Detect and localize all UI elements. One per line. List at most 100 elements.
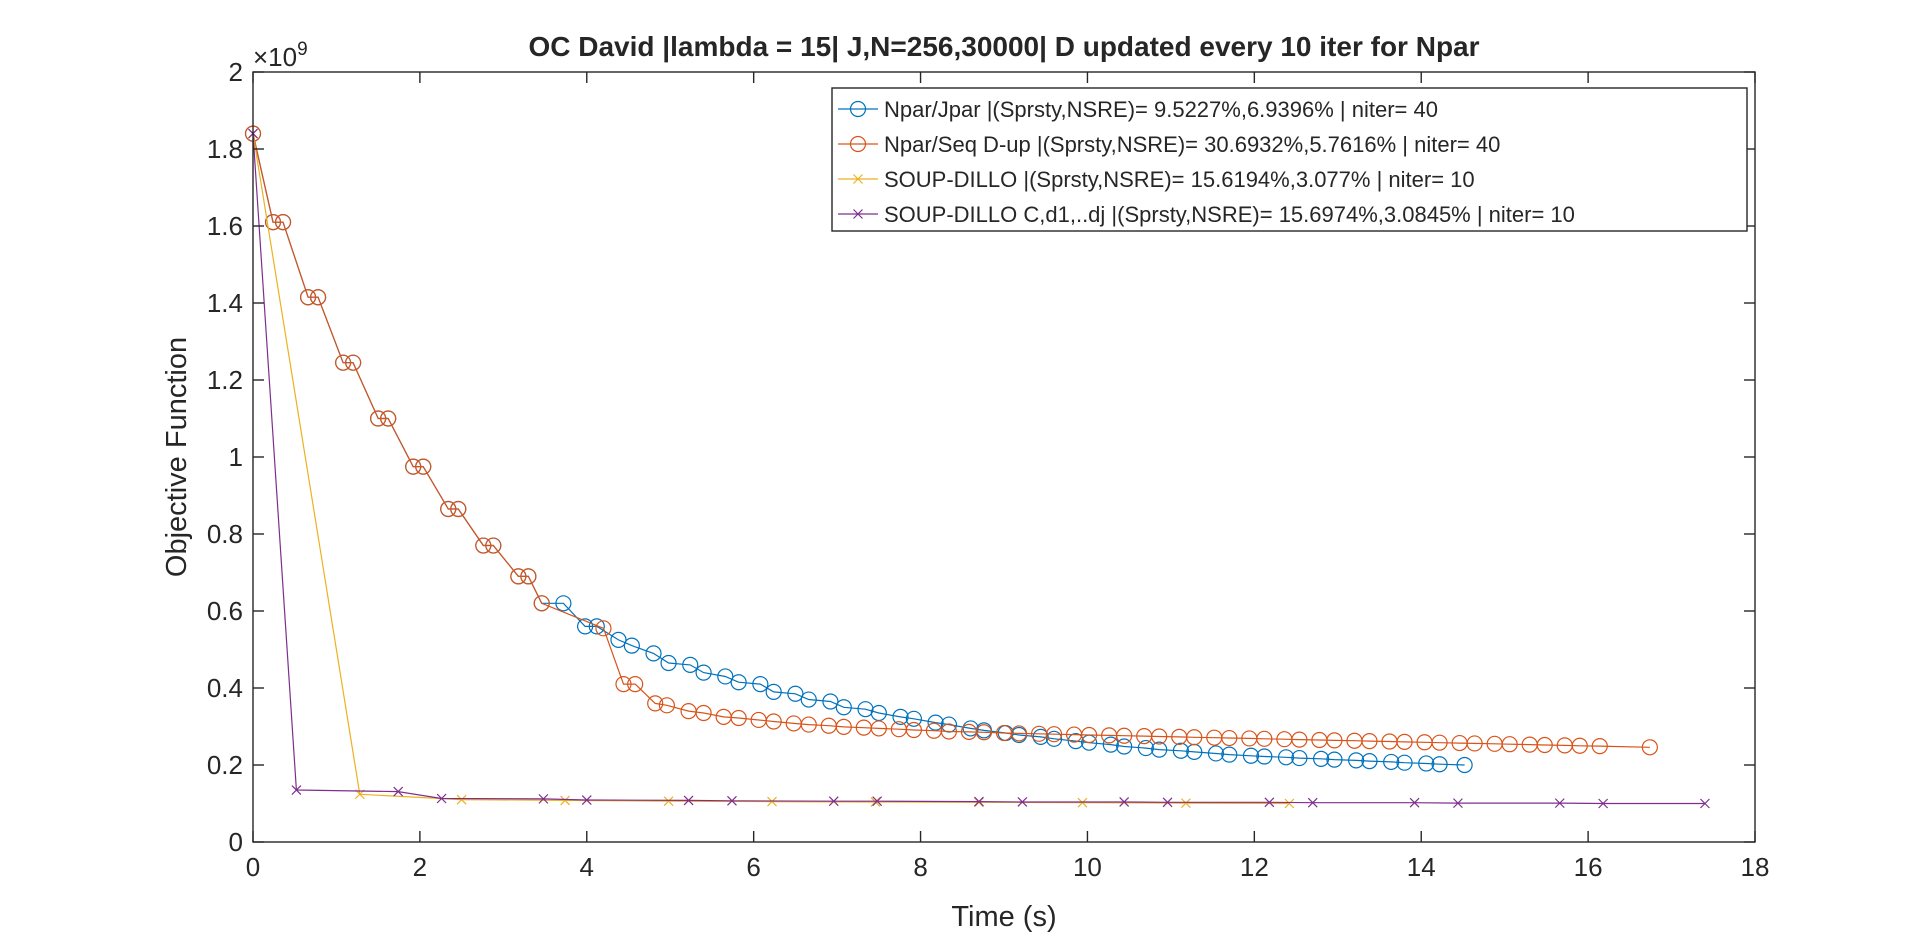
legend-marker (849, 100, 867, 118)
series-2-point (1186, 729, 1203, 746)
series-4-point (683, 795, 694, 806)
legend-entry-1: Npar/Jpar |(Sprsty,NSRE)= 9.5227%,6.9396… (838, 97, 1438, 122)
x-tick-label: 16 (1574, 852, 1603, 882)
series-2-point (1501, 736, 1518, 753)
series-2-point (1221, 729, 1238, 747)
series-2-point (765, 713, 782, 730)
series-2-point (274, 214, 292, 231)
series-2-point (658, 697, 675, 714)
series-4 (248, 128, 1710, 809)
series-2-point (475, 537, 492, 554)
x-tick-label: 8 (913, 852, 927, 882)
legend-marker (853, 174, 863, 184)
series-1-point (1361, 753, 1378, 770)
series-1-point (1383, 753, 1400, 771)
series-4-point (1264, 797, 1275, 808)
series-2-point (520, 568, 537, 585)
series-3-point (870, 797, 881, 807)
series-4-point (538, 793, 549, 804)
series-1-point (1312, 750, 1330, 767)
series-3-point (663, 796, 674, 807)
x-axis-label: Time (s) (951, 901, 1056, 933)
series-1-point (1456, 756, 1473, 774)
series-1-point (682, 656, 699, 674)
series-2-point (264, 214, 282, 231)
legend-entry-2: Npar/Seq D-up |(Sprsty,NSRE)= 30.6932%,5… (838, 132, 1500, 157)
series-2-point (905, 721, 922, 739)
series-1-point (1431, 756, 1448, 773)
series-1-point (717, 668, 734, 685)
series-2-point (1536, 736, 1553, 754)
series-1-point (1277, 749, 1295, 766)
series-2-point (440, 500, 457, 518)
legend-label: Npar/Jpar |(Sprsty,NSRE)= 9.5227%,6.9396… (884, 97, 1438, 122)
series-1-point (1256, 748, 1273, 765)
series-3-point (1284, 798, 1295, 809)
series-4-point (1162, 797, 1173, 808)
series-4-point (581, 795, 592, 805)
series-4-point (1409, 797, 1420, 808)
legend-label: Npar/Seq D-up |(Sprsty,NSRE)= 30.6932%,5… (884, 132, 1500, 157)
series-1-point (1045, 730, 1063, 747)
chart-title: OC David |lambda = 15| J,N=256,30000| D … (528, 31, 1479, 62)
series-1-point (1291, 749, 1308, 767)
y-tick-label: 0 (229, 827, 243, 857)
legend: Npar/Jpar |(Sprsty,NSRE)= 9.5227%,6.9396… (831, 87, 1748, 232)
series-1-point (730, 674, 747, 691)
series-3-point (1077, 797, 1088, 808)
series-2-point (870, 720, 887, 737)
x-tick-label: 4 (580, 852, 594, 882)
series-2-point (647, 695, 664, 712)
series-2-point (1361, 733, 1378, 750)
series-2-point (533, 595, 550, 612)
series-1-point (1067, 733, 1084, 750)
series-2-point (485, 537, 502, 554)
y-axis-exponent-base: ×10 (253, 42, 297, 72)
y-axis-exponent-power: 9 (297, 39, 308, 60)
series-2-point (1256, 730, 1273, 747)
y-axis-label: Objective Function (161, 337, 193, 577)
series-1-point (905, 710, 922, 727)
series-2-point (380, 410, 397, 427)
series-2-point (1571, 737, 1588, 754)
series-4-point (1119, 797, 1130, 807)
series-1-point (610, 631, 627, 648)
series-1-point (835, 699, 852, 716)
series-1-point (752, 676, 769, 693)
series-2-point (730, 709, 747, 727)
series-1-point (1151, 741, 1168, 758)
series-2-point (1081, 726, 1098, 744)
y-tick-label: 0.2 (207, 750, 243, 780)
x-tick-label: 18 (1741, 852, 1770, 882)
series-4-point (291, 785, 302, 795)
legend-label: SOUP-DILLO |(Sprsty,NSRE)= 15.6194%,3.07… (884, 167, 1475, 192)
series-2 (244, 125, 1658, 756)
x-tick-label: 10 (1073, 852, 1102, 882)
series-1-point (1242, 747, 1260, 764)
series-2-point (627, 676, 644, 693)
series-2-point (695, 704, 712, 722)
series-2-point (835, 718, 852, 735)
series-1-point (1137, 739, 1154, 757)
series-2-point (1431, 734, 1448, 751)
legend-label: SOUP-DILLO C,d1,..dj |(Sprsty,NSRE)= 15.… (884, 202, 1575, 227)
series-2-point (1291, 731, 1308, 748)
series-1-point (695, 664, 712, 681)
series-1-point (1221, 746, 1238, 763)
series-1-point (822, 693, 839, 710)
series-3-point (560, 795, 571, 806)
series-2-point (1326, 732, 1343, 749)
series-2-point (1010, 725, 1028, 742)
y-tick-label: 1 (229, 442, 243, 472)
series-1-point (927, 714, 944, 731)
y-tick-label: 0.8 (207, 519, 243, 549)
series-4-point (1017, 797, 1028, 807)
series-1-point (1418, 755, 1435, 772)
x-tick-label: 0 (246, 852, 260, 882)
series-1-point (555, 595, 572, 612)
series-1-point (1116, 738, 1133, 755)
series-2-point (1591, 738, 1608, 755)
series-1-point (1102, 736, 1119, 753)
y-tick-label: 0.6 (207, 596, 243, 626)
series-4-point (727, 795, 737, 806)
